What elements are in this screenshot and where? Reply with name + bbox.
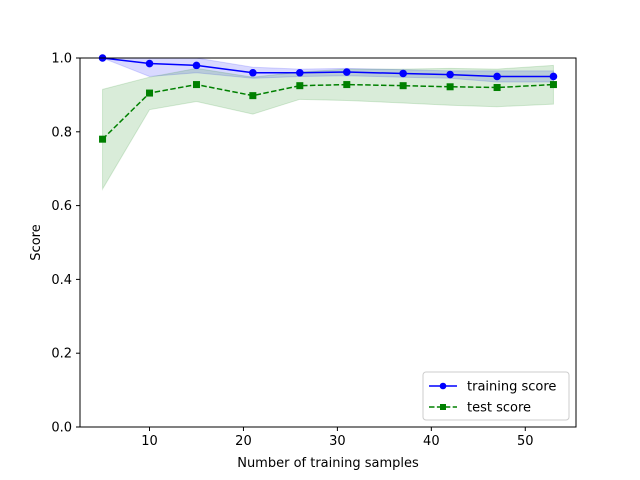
training-score-point [145, 59, 154, 68]
y-tick-label: 0.6 [51, 199, 72, 214]
test-score-band [102, 64, 554, 191]
training-score-line [102, 58, 554, 78]
x-axis-ticks: 10 20 30 40 50 [141, 427, 534, 449]
series-markers [98, 54, 558, 143]
x-axis-title: Number of training samples [237, 456, 419, 471]
training-score-point [342, 68, 351, 76]
test-score-point [446, 83, 454, 91]
y-tick-label: 1.0 [51, 52, 72, 67]
y-tick-label: 0.8 [51, 125, 72, 140]
test-score-point [192, 81, 200, 89]
plot-frame [79, 57, 577, 428]
y-tick-label: 0.0 [51, 421, 72, 436]
training-score-point [493, 72, 501, 81]
legend: training score test score [422, 371, 570, 421]
training-score-point [549, 72, 558, 81]
x-tick-label: 40 [423, 434, 440, 449]
test-score-point [343, 81, 351, 89]
test-score-point [249, 92, 257, 100]
x-tick-label: 50 [517, 434, 534, 449]
test-score-point [99, 135, 107, 143]
training-score-point [192, 61, 201, 70]
test-score-point [296, 82, 304, 90]
y-tick-label: 0.2 [51, 347, 72, 362]
legend-marker-test-score [440, 404, 446, 410]
test-score-line [102, 83, 554, 140]
y-tick-label: 0.4 [51, 273, 72, 288]
training-score-point [296, 68, 304, 77]
y-axis-title: Score [29, 224, 44, 260]
training-score-point [446, 70, 454, 79]
test-score-point [549, 81, 557, 89]
x-tick-label: 30 [329, 434, 346, 449]
test-score-point [146, 89, 154, 97]
legend-box [422, 371, 570, 421]
test-score-point [399, 82, 407, 90]
y-axis-ticks: 0.0 0.2 0.4 0.6 0.8 1.0 [51, 52, 80, 436]
training-score-point [399, 69, 407, 78]
legend-marker-training-score [439, 382, 447, 390]
test-score-point [493, 84, 501, 92]
x-tick-label: 20 [235, 434, 252, 449]
legend-label-training-score: training score [467, 380, 556, 395]
series-lines [102, 58, 554, 140]
training-score-point [249, 68, 257, 77]
x-tick-label: 10 [141, 434, 158, 449]
legend-label-test-score: test score [467, 401, 531, 416]
